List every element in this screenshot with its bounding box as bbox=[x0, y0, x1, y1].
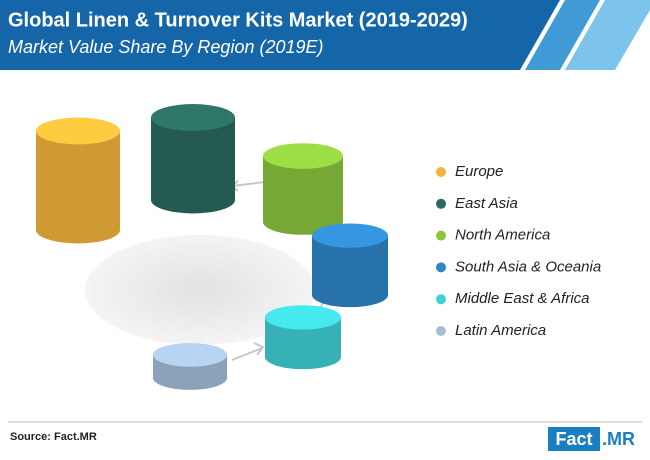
legend-label: South Asia & Oceania bbox=[455, 258, 601, 275]
legend-marker bbox=[436, 198, 446, 209]
legend-label: North America bbox=[455, 227, 550, 244]
header-stripe bbox=[525, 0, 600, 70]
cylinder-top bbox=[151, 104, 235, 131]
logo-text: Fact bbox=[555, 429, 592, 449]
cylinder-body bbox=[265, 317, 341, 370]
cylinder-body bbox=[151, 117, 235, 214]
chart-subtitle: Market Value Share By Region (2019E) bbox=[8, 37, 324, 57]
cylinder-top bbox=[263, 143, 343, 169]
legend-label: Latin America bbox=[455, 322, 546, 339]
cylinder-top bbox=[36, 117, 120, 145]
cylinder-top bbox=[153, 343, 227, 367]
logo-box bbox=[548, 427, 600, 451]
legend-marker bbox=[436, 326, 446, 336]
legend-marker bbox=[436, 294, 446, 305]
header-stripe bbox=[565, 0, 650, 70]
source: Source: Fact.MR bbox=[10, 431, 97, 443]
legend-label: Europe bbox=[455, 163, 503, 180]
cylinder-body bbox=[36, 131, 120, 244]
legend-marker bbox=[436, 262, 446, 273]
header-band bbox=[0, 0, 560, 70]
logo-text: .MR bbox=[602, 429, 635, 449]
legend-label: Middle East & Africa bbox=[455, 290, 590, 307]
cylinder-body bbox=[312, 235, 388, 308]
legend-label: East Asia bbox=[455, 195, 518, 212]
base-shadow bbox=[85, 235, 315, 345]
cylinder-top bbox=[312, 223, 388, 248]
legend-marker bbox=[436, 167, 446, 177]
legend-marker bbox=[436, 230, 446, 241]
cylinder-body bbox=[263, 156, 343, 235]
cylinder-top bbox=[265, 305, 341, 330]
chart-title: Global Linen & Turnover Kits Market (201… bbox=[8, 9, 468, 31]
